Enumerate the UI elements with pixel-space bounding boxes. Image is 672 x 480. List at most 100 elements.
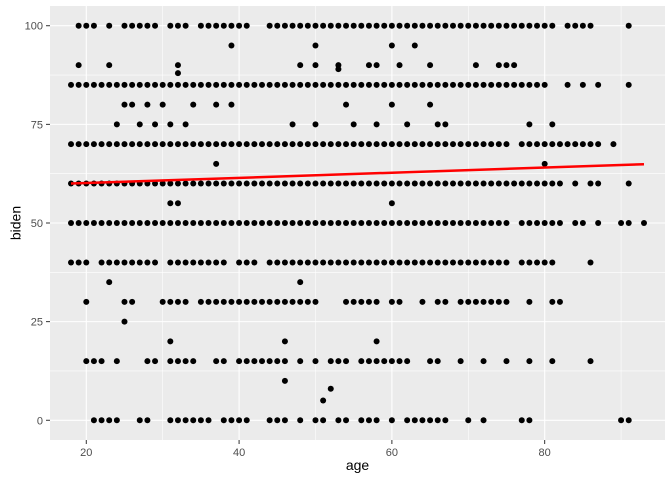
data-point xyxy=(365,180,372,187)
data-point xyxy=(236,298,243,305)
data-point xyxy=(564,81,571,88)
data-point xyxy=(404,22,411,29)
data-point xyxy=(388,101,395,108)
data-point xyxy=(320,259,327,266)
data-point xyxy=(98,259,105,266)
data-point xyxy=(327,180,334,187)
data-point xyxy=(373,259,380,266)
data-point xyxy=(297,180,304,187)
data-point xyxy=(136,417,143,424)
data-point xyxy=(190,81,197,88)
data-point xyxy=(579,141,586,148)
data-point xyxy=(526,417,533,424)
data-point xyxy=(511,180,518,187)
data-point xyxy=(152,259,159,266)
data-point xyxy=(358,22,365,29)
data-point xyxy=(495,298,502,305)
y-tick-label: 25 xyxy=(31,317,43,329)
data-point xyxy=(106,81,113,88)
x-tick-label: 20 xyxy=(80,447,92,459)
data-point xyxy=(549,298,556,305)
data-point xyxy=(495,180,502,187)
data-point xyxy=(297,298,304,305)
data-point xyxy=(152,22,159,29)
data-point xyxy=(182,180,189,187)
data-point xyxy=(335,259,342,266)
data-point xyxy=(113,417,120,424)
data-point xyxy=(411,220,418,226)
data-point xyxy=(274,22,281,29)
data-point xyxy=(534,81,541,88)
data-point xyxy=(152,121,159,128)
data-point xyxy=(449,22,456,29)
data-point xyxy=(480,180,487,187)
data-point xyxy=(274,81,281,88)
data-point xyxy=(365,358,372,365)
data-point xyxy=(434,180,441,187)
data-point xyxy=(480,220,487,226)
data-point xyxy=(312,42,319,49)
data-point xyxy=(587,259,594,266)
data-point xyxy=(534,180,541,187)
data-point xyxy=(259,220,266,226)
data-point xyxy=(449,81,456,88)
data-point xyxy=(121,141,128,148)
data-point xyxy=(281,22,288,29)
data-point xyxy=(220,141,227,148)
data-point xyxy=(572,22,579,29)
data-point xyxy=(388,42,395,49)
data-point xyxy=(297,279,304,286)
x-axis: 20 40 60 80 xyxy=(80,440,551,459)
data-point xyxy=(587,180,594,187)
data-point xyxy=(220,259,227,266)
data-point xyxy=(320,22,327,29)
data-point xyxy=(136,259,143,266)
data-point xyxy=(495,81,502,88)
data-point xyxy=(243,141,250,148)
data-point xyxy=(197,259,204,266)
data-point xyxy=(75,62,82,69)
data-point xyxy=(174,358,181,365)
data-point xyxy=(243,220,250,226)
data-point xyxy=(152,81,159,88)
data-point xyxy=(83,141,90,148)
data-point xyxy=(526,358,533,365)
data-point xyxy=(228,298,235,305)
data-point xyxy=(335,22,342,29)
data-point xyxy=(213,160,220,167)
data-point xyxy=(281,141,288,148)
data-point xyxy=(564,141,571,148)
data-point xyxy=(220,180,227,187)
data-point xyxy=(488,22,495,29)
data-point xyxy=(274,298,281,305)
data-point xyxy=(281,358,288,365)
data-point xyxy=(365,22,372,29)
data-point xyxy=(281,417,288,424)
data-point xyxy=(549,22,556,29)
data-point xyxy=(396,180,403,187)
data-point xyxy=(419,141,426,148)
data-point xyxy=(358,220,365,226)
data-point xyxy=(197,81,204,88)
data-point xyxy=(289,220,296,226)
data-point xyxy=(358,259,365,266)
data-point xyxy=(320,180,327,187)
data-point xyxy=(289,298,296,305)
data-point xyxy=(511,62,518,69)
data-point xyxy=(174,141,181,148)
data-point xyxy=(251,298,258,305)
data-point xyxy=(98,220,105,226)
data-point xyxy=(167,180,174,187)
data-point xyxy=(434,358,441,365)
data-point xyxy=(75,141,82,148)
data-point xyxy=(228,42,235,49)
x-tick-label: 80 xyxy=(539,447,551,459)
data-point xyxy=(182,121,189,128)
data-point xyxy=(266,220,273,226)
data-point xyxy=(228,81,235,88)
data-point xyxy=(358,81,365,88)
data-point xyxy=(98,81,105,88)
data-point xyxy=(297,81,304,88)
data-point xyxy=(457,141,464,148)
data-point xyxy=(343,259,350,266)
